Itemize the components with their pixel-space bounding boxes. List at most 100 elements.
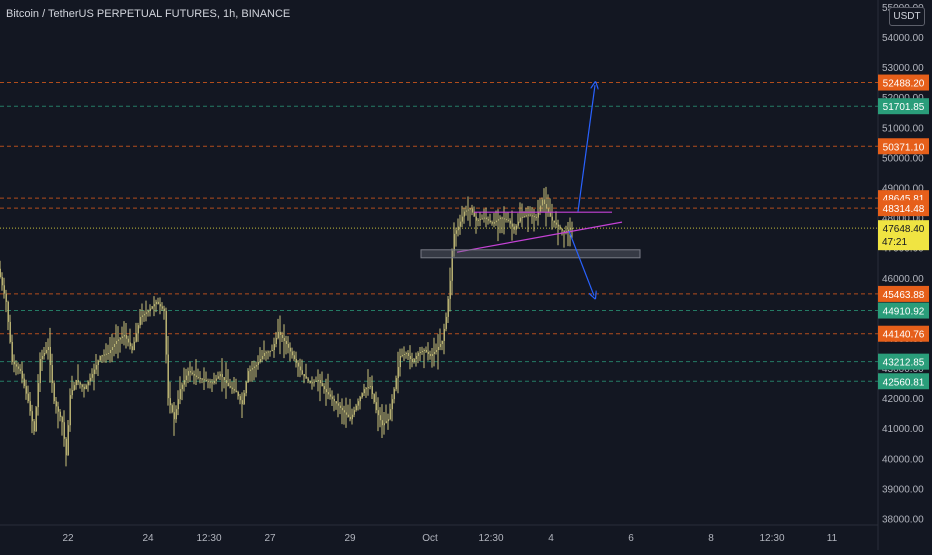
x-tick-label: 12:30 [478, 533, 503, 544]
candle-body [119, 337, 121, 340]
x-tick-label: 6 [628, 533, 634, 544]
candle-body [387, 419, 389, 422]
candle-body [315, 380, 317, 382]
candle-body [173, 412, 175, 420]
candle-body [161, 306, 163, 309]
price-level-label: 42560.81 [883, 377, 925, 388]
candle-body [71, 390, 73, 396]
candle-body [59, 411, 61, 417]
candle-body [141, 315, 143, 317]
candle-body [201, 378, 203, 380]
candle-body [207, 380, 209, 382]
candle-body [73, 385, 75, 391]
price-level-label: 44910.92 [883, 307, 925, 318]
range-box [420, 249, 641, 259]
candle-body [289, 347, 291, 352]
candle-body [359, 397, 361, 402]
y-tick-label: 38000.00 [882, 515, 924, 526]
candle-body [463, 211, 465, 217]
candle-body [471, 208, 473, 213]
candle-body [99, 356, 101, 361]
x-tick-label: 24 [142, 533, 154, 544]
candle-body [319, 380, 321, 384]
candle-body [1, 277, 3, 286]
candle-body [79, 382, 81, 385]
candle-body [137, 325, 139, 334]
candle-body [15, 364, 17, 367]
candle-body [349, 416, 351, 420]
candle-body [501, 217, 503, 219]
x-tick-label: 11 [827, 533, 838, 544]
candle-body [291, 351, 293, 356]
candle-body [397, 367, 399, 379]
candle-body [451, 250, 453, 281]
candle-body [465, 210, 467, 212]
candle-body [567, 229, 569, 232]
candle-body [415, 356, 417, 360]
candle-body [75, 380, 77, 386]
price-level-tag [878, 353, 929, 370]
candle-body [199, 377, 201, 379]
candle-body [497, 219, 499, 221]
y-tick-label: 51000.00 [882, 123, 924, 134]
candle-body [551, 216, 553, 221]
candle-body [547, 208, 549, 213]
candle-body [147, 310, 149, 313]
candle-body [543, 199, 545, 205]
candle-body [27, 393, 29, 402]
candle-body [203, 379, 205, 381]
candle-body [267, 351, 269, 353]
candle-body [275, 337, 277, 344]
candle-body [7, 301, 9, 322]
candle-body [183, 380, 185, 385]
candle-body [35, 407, 37, 432]
candle-body [125, 334, 127, 339]
candle-body [269, 350, 271, 352]
price-level-tag [878, 74, 929, 91]
candle-body [297, 362, 299, 367]
candle-body [423, 349, 425, 351]
price-level-tag [878, 138, 929, 155]
candle-body [277, 331, 279, 338]
candle-body [445, 316, 447, 329]
candle-body [81, 384, 83, 387]
candles [0, 186, 573, 467]
candle-body [11, 341, 13, 363]
candle-body [495, 220, 497, 223]
candle-body [343, 410, 345, 413]
candle-body [533, 216, 535, 218]
x-tick-label: 12:30 [196, 533, 221, 544]
candle-body [121, 336, 123, 338]
candle-body [541, 199, 543, 206]
candle-body [197, 377, 199, 379]
candle-body [195, 375, 197, 378]
candle-body [513, 226, 515, 230]
candle-body [499, 217, 501, 220]
price-level-label: 51701.85 [883, 102, 925, 113]
candle-body [193, 374, 195, 376]
candle-body [383, 423, 385, 426]
candle-body [419, 352, 421, 354]
y-tick-label: 39000.00 [882, 484, 924, 495]
candle-body [177, 399, 179, 410]
candle-body [389, 409, 391, 420]
candle-body [155, 301, 157, 305]
candle-body [385, 421, 387, 424]
price-level-tag [878, 285, 929, 302]
candle-body [367, 387, 369, 389]
candle-body [539, 205, 541, 212]
candle-body [225, 380, 227, 384]
current-price-tag [878, 220, 929, 251]
candle-body [205, 380, 207, 382]
price-level-label: 48314.48 [883, 204, 925, 215]
x-tick-label: 29 [344, 533, 356, 544]
candle-body [441, 340, 443, 344]
candle-body [243, 393, 245, 405]
currency-button[interactable]: USDT [889, 7, 925, 26]
candle-body [63, 422, 65, 439]
candle-body [223, 377, 225, 381]
candle-body [45, 349, 47, 354]
